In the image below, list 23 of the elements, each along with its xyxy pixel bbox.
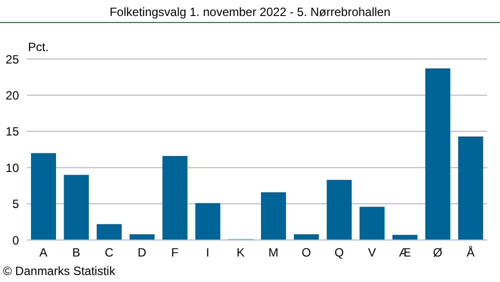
- y-tick-label: 20: [6, 88, 20, 102]
- x-tick-label: V: [368, 246, 376, 260]
- y-tick-label: 0: [12, 233, 20, 248]
- y-tick-label: 10: [6, 160, 20, 175]
- x-tick-label: F: [171, 246, 179, 260]
- y-tick-label: 25: [6, 52, 20, 66]
- x-tick-label: B: [72, 246, 80, 260]
- y-axis-title: Pct.: [28, 40, 49, 54]
- y-tick-label: 15: [6, 124, 20, 139]
- chart-title: Folketingsvalg 1. november 2022 - 5. Nørrebrohallen: [108, 5, 392, 19]
- x-tick-label: Q: [334, 246, 344, 260]
- x-tick-label: A: [39, 246, 48, 260]
- text: © Danmarks Statistik: [3, 264, 116, 278]
- x-tick-label: I: [206, 246, 210, 260]
- x-tick-label: M: [268, 246, 278, 260]
- x-tick-label: Å: [466, 246, 475, 260]
- x-tick-label: Æ: [398, 246, 411, 260]
- x-tick-label: K: [236, 246, 245, 260]
- x-tick-label: D: [138, 246, 147, 260]
- x-tick-label: C: [104, 246, 114, 260]
- y-tick-label: 5: [12, 197, 20, 212]
- x-tick-label: Ø: [433, 246, 442, 260]
- x-tick-label: O: [302, 246, 311, 260]
